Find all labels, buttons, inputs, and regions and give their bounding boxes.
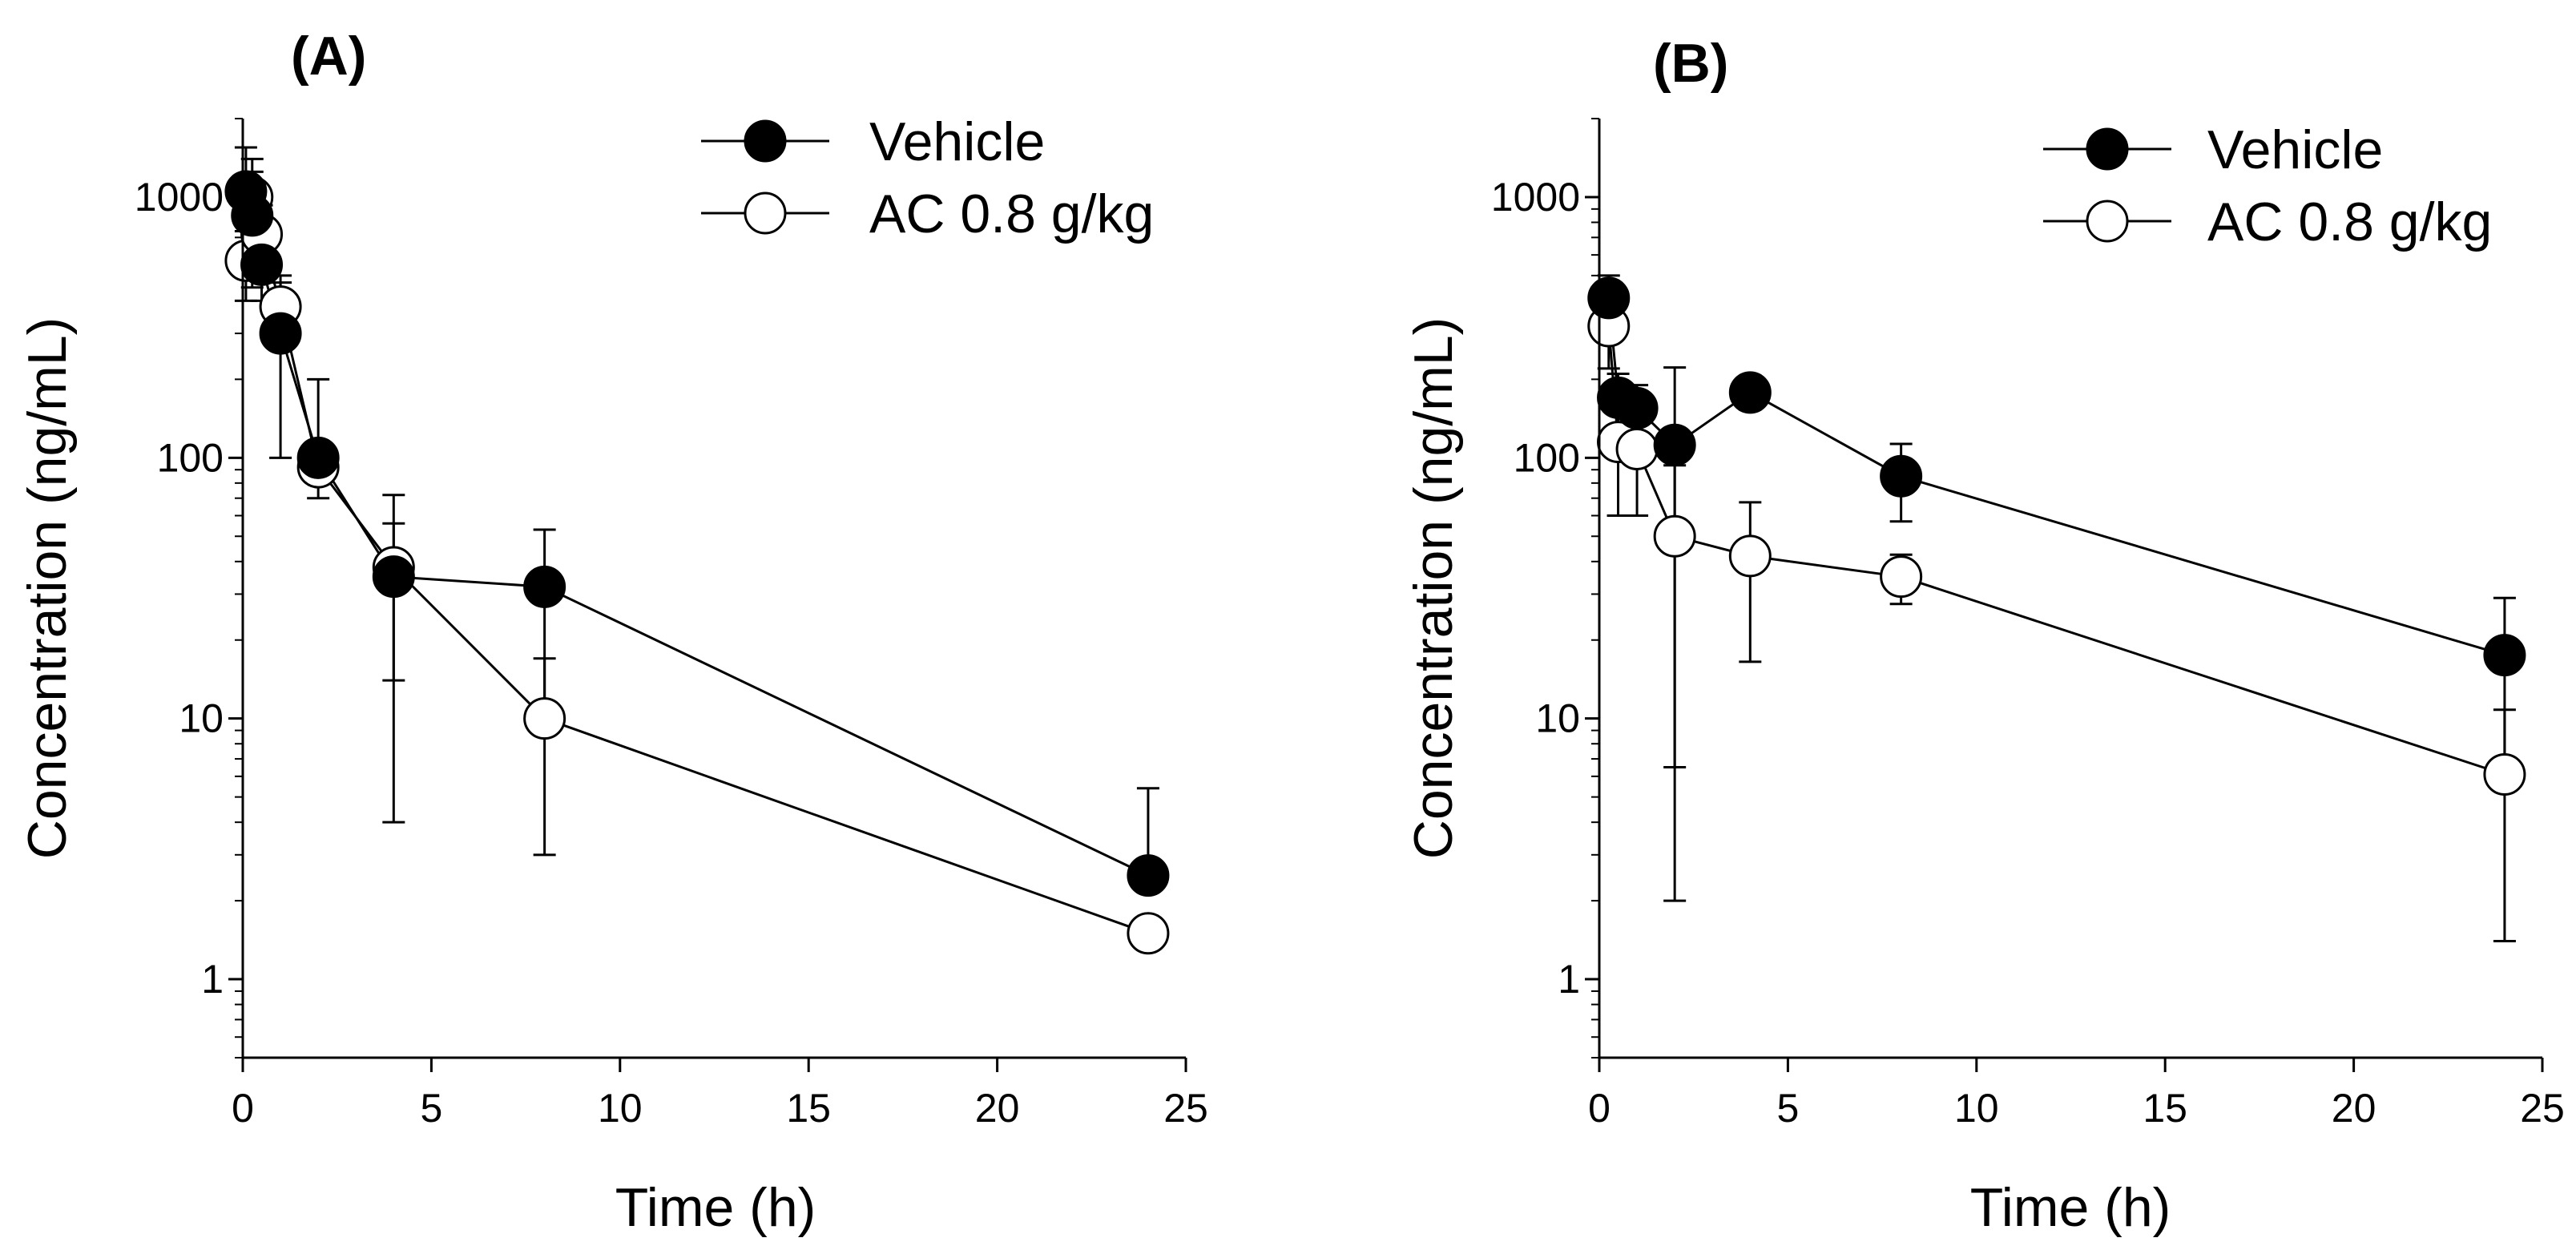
panel-a-y-tick-label: 1 bbox=[201, 957, 224, 1002]
vehicle-data-point bbox=[259, 312, 302, 355]
error-bars bbox=[1597, 274, 2516, 943]
panel-a-y-tick-label: 10 bbox=[179, 696, 224, 741]
panel-b-plot-area bbox=[1587, 274, 2526, 943]
vehicle-series-line bbox=[1607, 297, 2505, 657]
vehicle-data-point bbox=[1127, 854, 1170, 897]
ac-data-point bbox=[523, 697, 566, 740]
panel-b-x-tick-labels: 0 5 10 15 20 25 bbox=[1588, 1086, 2565, 1131]
vehicle-data-point bbox=[1728, 371, 1772, 414]
panel-a: (A) 1 10 100 1000 0 5 10 15 20 25 Time (… bbox=[17, 26, 1208, 1238]
vehicle-data-point bbox=[296, 436, 340, 479]
panel-a-x-tick-labels: 0 5 10 15 20 25 bbox=[232, 1086, 1208, 1131]
panel-b-x-tick-label: 15 bbox=[2143, 1086, 2187, 1131]
panel-a-x-tick-label: 5 bbox=[420, 1086, 442, 1131]
vehicle-data-point bbox=[1880, 454, 1923, 498]
panel-a-y-tick-label: 100 bbox=[157, 435, 224, 480]
panel-a-y-tick-labels: 1 10 100 1000 bbox=[135, 175, 224, 1002]
ac-data-point bbox=[1127, 912, 1170, 955]
panel-b-y-tick-label: 1000 bbox=[1491, 175, 1580, 220]
panel-b-x-tick-label: 5 bbox=[1776, 1086, 1799, 1131]
vehicle-data-point bbox=[372, 555, 415, 599]
panel-b-y-tick-label: 10 bbox=[1535, 696, 1580, 741]
legend-label-ac: AC 0.8 g/kg bbox=[869, 183, 1154, 244]
panel-a-legend: Vehicle AC 0.8 g/kg bbox=[701, 111, 1154, 244]
panel-b-y-tick-label: 100 bbox=[1514, 435, 1580, 480]
legend-label-ac: AC 0.8 g/kg bbox=[2207, 192, 2492, 252]
panel-a-x-tick-label: 25 bbox=[1163, 1086, 1208, 1131]
legend-label-vehicle: Vehicle bbox=[869, 111, 1045, 172]
vehicle-data-point bbox=[1587, 276, 1631, 320]
panel-a-x-tick-label: 10 bbox=[598, 1086, 643, 1131]
panel-a-y-tick-label: 1000 bbox=[135, 175, 224, 220]
panel-a-title: (A) bbox=[291, 26, 366, 87]
ac-data-point bbox=[1653, 514, 1696, 558]
panel-a-x-tick-label: 15 bbox=[786, 1086, 831, 1131]
panel-a-x-ticks bbox=[241, 1058, 1187, 1072]
error-bars bbox=[234, 146, 1159, 876]
panel-b-y-axis-title: Concentration (ng/mL) bbox=[1403, 317, 1464, 860]
ac-data-point bbox=[2483, 753, 2526, 796]
panel-b-x-tick-label: 0 bbox=[1588, 1086, 1611, 1131]
panel-b-x-ticks bbox=[1598, 1058, 2544, 1072]
legend-filled-circle-marker bbox=[744, 119, 787, 163]
ac-data-point bbox=[1880, 555, 1923, 599]
panel-a-x-axis-title: Time (h) bbox=[615, 1177, 816, 1238]
ac-data-point bbox=[1615, 427, 1659, 470]
panel-a-x-tick-label: 0 bbox=[232, 1086, 254, 1131]
legend-open-circle-marker bbox=[744, 192, 787, 235]
panel-b: (B) 1 10 100 1000 0 5 10 15 20 25 Time (… bbox=[1403, 33, 2565, 1238]
panel-b-x-tick-label: 20 bbox=[2332, 1086, 2376, 1131]
data-points bbox=[224, 170, 1170, 955]
legend-label-vehicle: Vehicle bbox=[2207, 119, 2383, 180]
panel-b-y-tick-labels: 1 10 100 1000 bbox=[1491, 175, 1580, 1002]
ac-data-point bbox=[1728, 534, 1772, 578]
vehicle-data-point bbox=[240, 243, 284, 286]
vehicle-data-point bbox=[2483, 634, 2526, 677]
data-points bbox=[1587, 276, 2526, 796]
legend-open-circle-marker bbox=[2086, 200, 2129, 243]
panel-b-y-ticks bbox=[1585, 118, 1599, 1058]
panel-b-legend: Vehicle AC 0.8 g/kg bbox=[2043, 119, 2492, 252]
vehicle-data-point bbox=[231, 194, 274, 237]
legend-filled-circle-marker bbox=[2086, 127, 2129, 171]
vehicle-data-point bbox=[1653, 423, 1696, 466]
panel-b-x-tick-label: 25 bbox=[2520, 1086, 2565, 1131]
vehicle-data-point bbox=[1615, 386, 1659, 429]
vehicle-data-point bbox=[523, 565, 566, 608]
panel-a-y-axis-title: Concentration (ng/mL) bbox=[17, 317, 78, 860]
panel-b-y-tick-label: 1 bbox=[1558, 957, 1580, 1002]
panel-b-x-axis-title: Time (h) bbox=[1970, 1177, 2171, 1238]
panel-a-plot-area bbox=[224, 146, 1170, 955]
panel-b-x-tick-label: 10 bbox=[1954, 1086, 1999, 1131]
panel-a-x-tick-label: 20 bbox=[975, 1086, 1020, 1131]
panel-b-title: (B) bbox=[1653, 33, 1728, 94]
